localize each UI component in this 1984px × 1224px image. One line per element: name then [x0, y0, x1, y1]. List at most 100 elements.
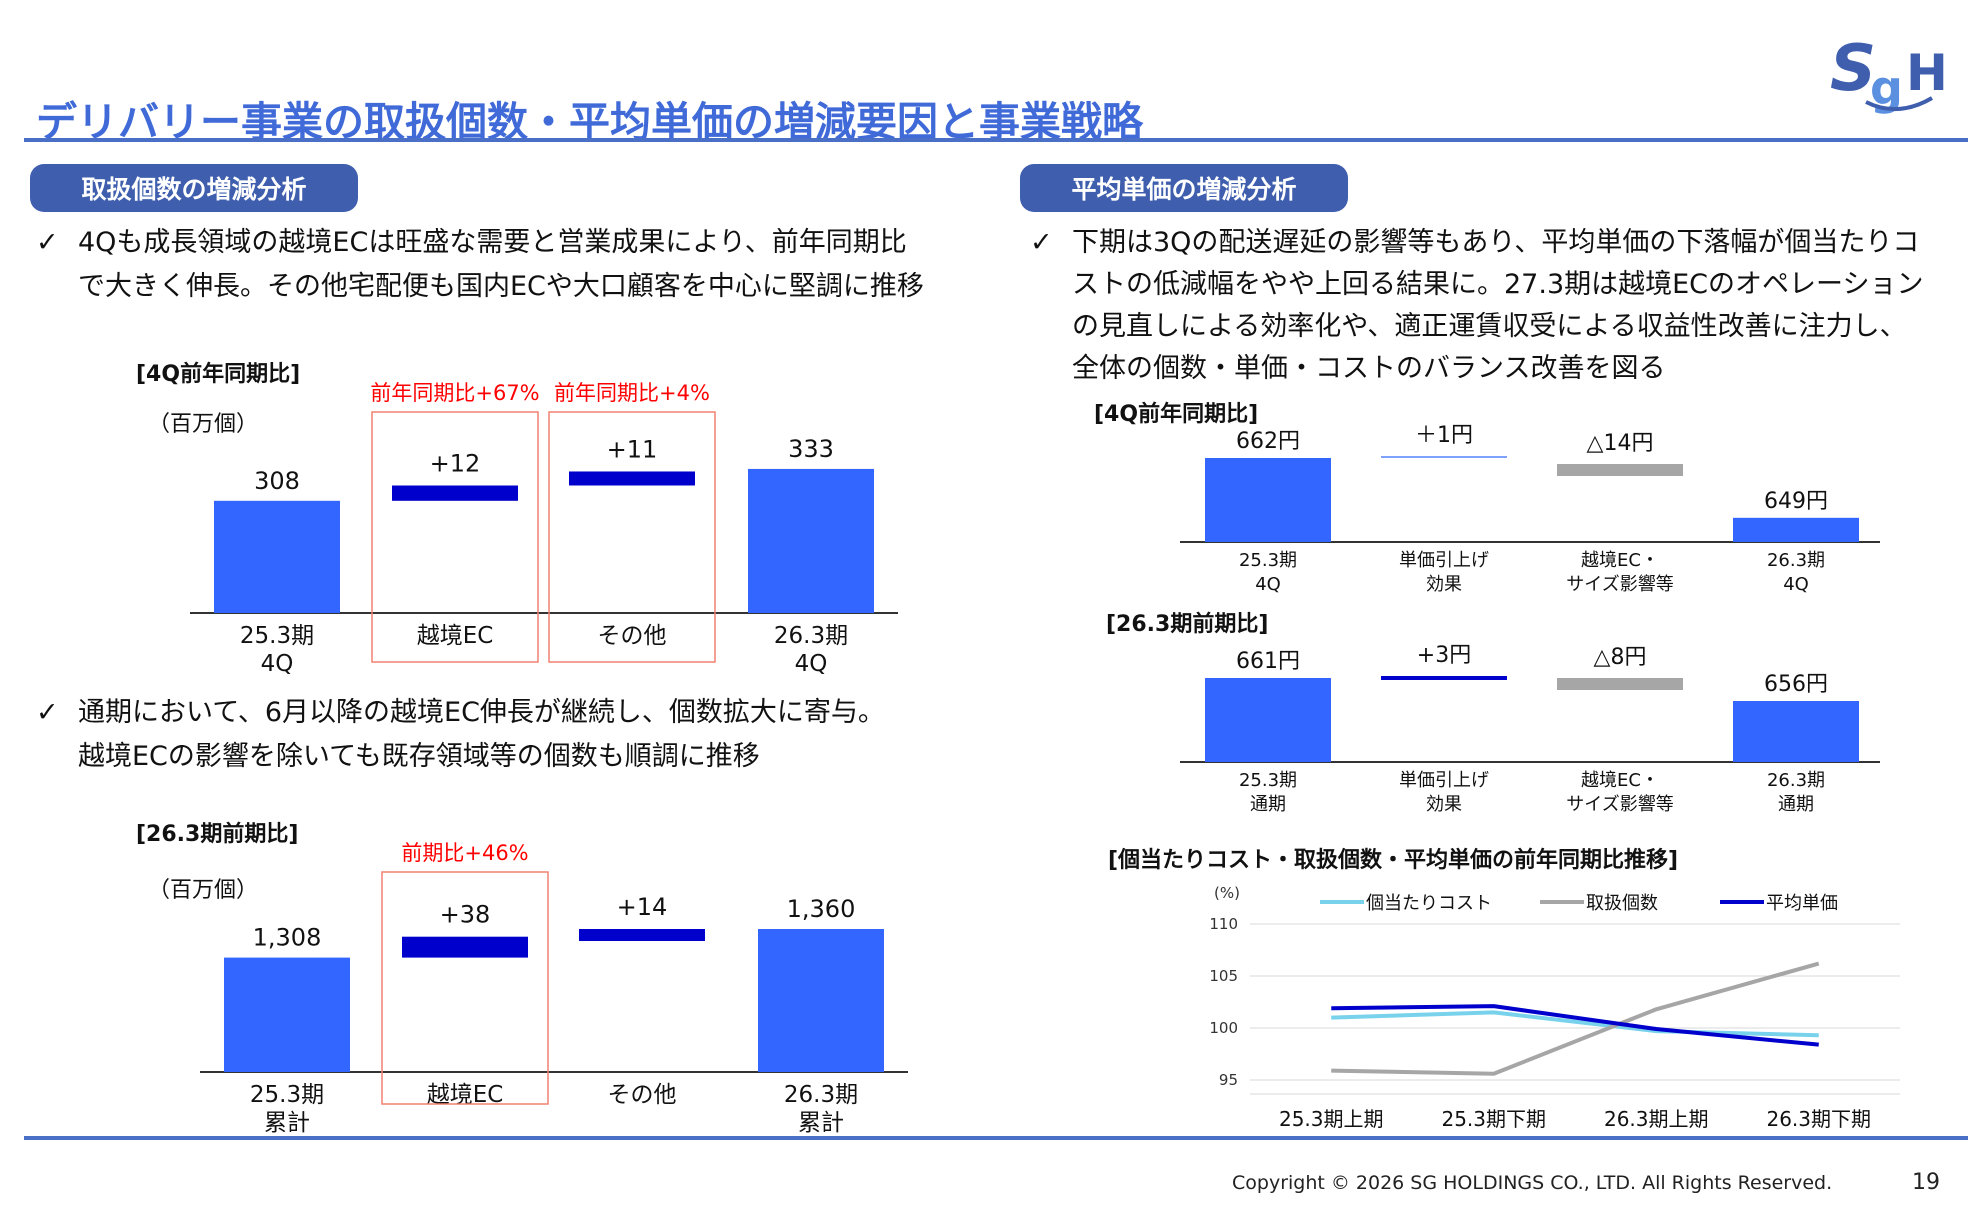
bar-total — [214, 500, 340, 613]
chart-title-price-4q: [4Q前年同期比] — [1094, 402, 1259, 427]
bullet-line: ストの低減幅をやや上回る結果に。27.3期は越境ECのオペレーション — [1072, 269, 1924, 300]
footer-divider — [24, 1136, 1968, 1140]
category-label: サイズ影響等 — [1566, 574, 1673, 595]
check-icon: ✓ — [1030, 227, 1053, 258]
category-label: 26.3期 — [774, 623, 848, 649]
data-label: +11 — [607, 435, 658, 463]
volume-4q-chart: 30825.3期4Q+12越境EC+11その他33326.3期4Q前年同期比+6… — [190, 381, 898, 677]
bullet-line: 全体の個数・単価・コストのバランス改善を図る — [1072, 353, 1666, 384]
bar-delta — [579, 929, 705, 941]
category-label: 効果 — [1426, 574, 1462, 595]
category-label: 26.3期 — [784, 1082, 858, 1108]
category-label: 越境EC — [417, 623, 494, 649]
category-label: 単価引上げ — [1399, 550, 1489, 571]
category-label: 25.3期 — [240, 623, 314, 649]
data-label: 1,308 — [253, 924, 322, 952]
data-label: 308 — [254, 467, 300, 495]
bar-delta — [569, 471, 695, 486]
category-label: 4Q — [1783, 574, 1809, 595]
legend-label: 取扱個数 — [1586, 893, 1658, 914]
data-label: +14 — [617, 893, 668, 921]
trend-line-chart: (%) 95 100 105 110 25.3期上期 25.3期下期 26.3期上期 26.3期… — [1209, 884, 1900, 1131]
data-label: 656円 — [1764, 672, 1828, 697]
bullet-line: で大きく伸長。その他宅配便も国内ECや大口顧客を中心に堅調に推移 — [78, 271, 924, 302]
bar-total — [758, 929, 884, 1072]
chart-title-price-full: [26.3期前期比] — [1106, 612, 1269, 637]
highlight-box — [381, 871, 549, 1105]
category-label: 累計 — [264, 1110, 310, 1136]
bar-delta — [392, 485, 518, 501]
bullet-volume-4q: ✓ 4Qも成長領域の越境ECは旺盛な需要と営業成果により、前年同期比 で大きく伸… — [36, 222, 996, 312]
bullet-line: 4Qも成長領域の越境ECは旺盛な需要と営業成果により、前年同期比 — [78, 227, 907, 258]
data-label: +3円 — [1417, 643, 1471, 668]
bar-total — [1205, 678, 1331, 762]
series-line — [1331, 1004, 1819, 1047]
bullet-volume-full: ✓ 通期において、6月以降の越境EC伸長が継続し、個数拡大に寄与。 越境ECの影… — [36, 692, 996, 782]
svg-text:H: H — [1906, 44, 1948, 102]
chart-unit-volume-4q: （百万個） — [148, 412, 259, 437]
bar-total — [1205, 458, 1331, 542]
data-label: ＋1円 — [1415, 423, 1473, 448]
category-label: 4Q — [261, 651, 294, 677]
y-tick-label: 95 — [1219, 1071, 1238, 1089]
category-label: 26.3期 — [1767, 770, 1825, 791]
bar-total — [1733, 701, 1859, 762]
category-label: 単価引上げ — [1399, 770, 1489, 791]
bullet-line: 通期において、6月以降の越境EC伸長が継続し、個数拡大に寄与。 — [78, 697, 885, 728]
bar-total — [1733, 517, 1859, 542]
x-tick-label: 25.3期下期 — [1441, 1107, 1546, 1131]
bullet-line: 越境ECの影響を除いても既存領域等の個数も順調に推移 — [78, 741, 760, 772]
bar-total — [224, 957, 350, 1072]
bullet-line: 下期は3Qの配送遅延の影響等もあり、平均単価の下落幅が個当たりコ — [1072, 227, 1920, 258]
x-tick-label: 26.3期上期 — [1604, 1107, 1709, 1131]
bullet-line: の見直しによる効率化や、適正運賃収受による収益性改善に注力し、 — [1072, 311, 1907, 342]
data-label: +12 — [430, 450, 481, 478]
copyright: Copyright © 2026 SG HOLDINGS CO., LTD. A… — [1232, 1172, 1833, 1194]
data-label: △14円 — [1587, 431, 1654, 456]
bar-total — [748, 468, 874, 613]
data-label: △8円 — [1594, 645, 1647, 670]
chart-title-volume-4q: [4Q前年同期比] — [136, 362, 301, 387]
bar-delta — [1381, 676, 1507, 680]
category-label: 累計 — [798, 1110, 844, 1136]
category-label: 25.3期 — [1239, 770, 1297, 791]
category-label: 通期 — [1250, 794, 1286, 815]
svg-text:S: S — [1830, 32, 1876, 106]
highlight-box — [371, 411, 539, 663]
bar-delta — [402, 936, 528, 958]
y-tick-label: 100 — [1209, 1019, 1238, 1037]
category-label: 通期 — [1778, 794, 1814, 815]
data-label: 662円 — [1236, 429, 1300, 454]
category-label: サイズ影響等 — [1566, 794, 1673, 815]
data-label: 649円 — [1764, 489, 1828, 514]
y-tick-label: 105 — [1209, 967, 1238, 985]
category-label: 26.3期 — [1767, 550, 1825, 571]
check-icon: ✓ — [36, 227, 59, 258]
category-label: その他 — [608, 1082, 677, 1108]
category-label: 越境EC・ — [1581, 770, 1659, 791]
data-label: 661円 — [1236, 649, 1300, 674]
bar-delta — [1557, 464, 1683, 476]
series-line — [1331, 1010, 1819, 1038]
category-label: 効果 — [1426, 794, 1462, 815]
series-line — [1331, 961, 1820, 1076]
chart-title-trend: [個当たりコスト・取扱個数・平均単価の前年同期比推移] — [1108, 848, 1679, 873]
page-number: 19 — [1912, 1170, 1940, 1195]
section-pill-volume: 取扱個数の増減分析 — [30, 164, 358, 212]
check-icon: ✓ — [36, 697, 59, 728]
category-label: 越境EC・ — [1581, 550, 1659, 571]
chart-unit-volume-full: （百万個） — [148, 878, 259, 903]
legend-label: 個当たりコスト — [1366, 893, 1492, 914]
bar-delta — [1557, 678, 1683, 690]
y-axis-label: (%) — [1214, 884, 1240, 902]
title-divider — [24, 138, 1968, 142]
chart-title-volume-full: [26.3期前期比] — [136, 822, 299, 847]
y-tick-label: 110 — [1209, 915, 1238, 933]
category-label: 4Q — [795, 651, 828, 677]
category-label: 25.3期 — [250, 1082, 324, 1108]
bar-delta — [1381, 456, 1507, 458]
data-label: 333 — [788, 435, 834, 463]
annotation-label: 前年同期比+67% — [370, 381, 539, 405]
section-pill-price: 平均単価の増減分析 — [1020, 164, 1348, 212]
